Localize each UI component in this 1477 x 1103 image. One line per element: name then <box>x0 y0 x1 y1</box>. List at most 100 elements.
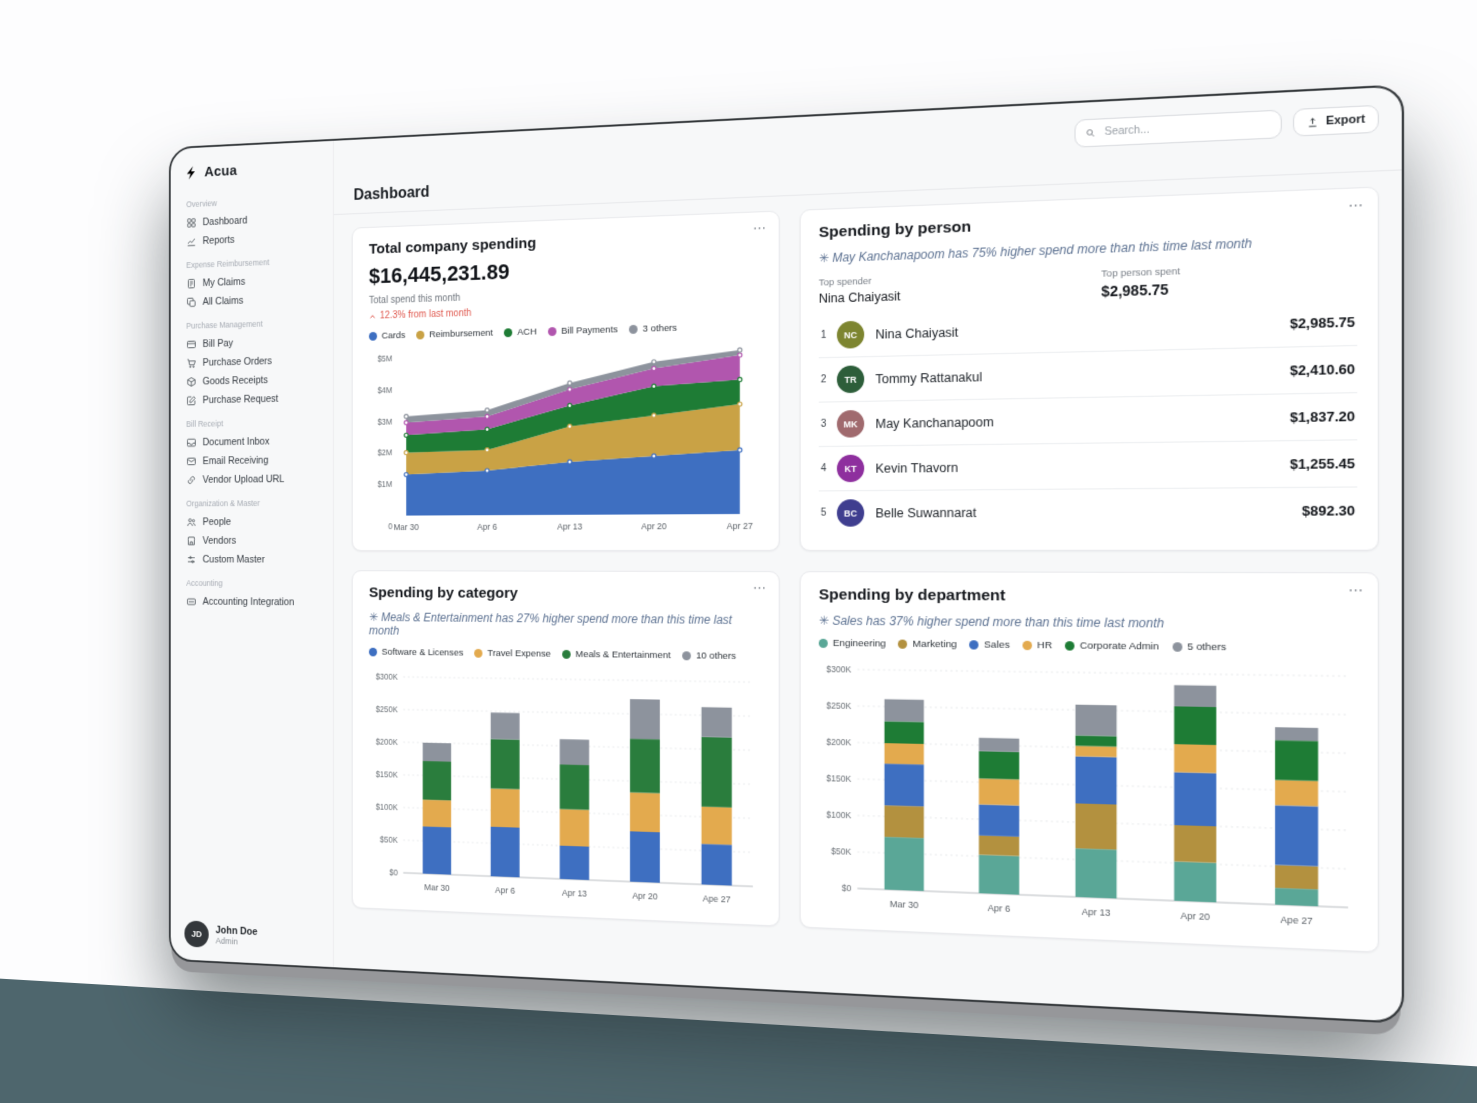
svg-text:$2M: $2M <box>377 449 392 458</box>
search-input[interactable] <box>1102 116 1271 140</box>
person-rank: 3 <box>820 418 827 430</box>
person-rank: 4 <box>820 463 827 475</box>
svg-text:Apr 13: Apr 13 <box>1082 906 1111 918</box>
avatar: JD <box>184 920 209 948</box>
app-window: Acua Overview Dashboard Reports Expense … <box>168 84 1405 1024</box>
card-spending-by-person: ⋯ Spending by person ✳ May Kanchanapoom … <box>799 186 1379 551</box>
sidebar-item-custom-master[interactable]: Custom Master <box>184 550 320 569</box>
avatar: NC <box>836 320 865 349</box>
sliders-icon <box>186 554 196 565</box>
svg-text:$1M: $1M <box>377 480 392 489</box>
svg-text:Apr 6: Apr 6 <box>477 522 497 532</box>
person-row: 3 MK May Kanchanapoom $1,837.20 <box>818 393 1358 448</box>
user-profile[interactable]: JD John Doe Admin <box>184 920 320 953</box>
svg-text:$200K: $200K <box>826 738 852 748</box>
more-menu-icon[interactable]: ⋯ <box>752 220 767 236</box>
legend-label: Engineering <box>832 637 886 650</box>
sidebar-item-purchase-request[interactable]: Purchase Request <box>184 389 320 410</box>
card-title: Spending by category <box>368 584 518 602</box>
legend-label: 5 others <box>1187 641 1227 654</box>
person-amount: $892.30 <box>1301 502 1355 519</box>
more-menu-icon[interactable]: ⋯ <box>1348 196 1365 214</box>
svg-text:$100K: $100K <box>376 803 399 813</box>
svg-text:Apr 20: Apr 20 <box>1181 910 1210 922</box>
svg-text:$50K: $50K <box>380 835 398 845</box>
svg-text:Ape 27: Ape 27 <box>1280 914 1312 926</box>
legend-label: 3 others <box>642 322 678 335</box>
svg-text:Apr 20: Apr 20 <box>641 521 667 531</box>
legend-label: 10 others <box>695 650 737 662</box>
sidebar-item-email-receiving[interactable]: Email Receiving <box>184 450 320 470</box>
svg-text:$150K: $150K <box>376 770 399 780</box>
svg-text:$5M: $5M <box>377 354 392 363</box>
top-spent-label: Top person spent <box>1101 265 1181 280</box>
svg-text:$300K: $300K <box>376 672 399 681</box>
nav-group-label: Expense Reimbursement <box>186 257 270 270</box>
search-box[interactable] <box>1074 108 1282 148</box>
svg-text:Mar 30: Mar 30 <box>394 522 420 532</box>
nav-group-label: Organization & Master <box>186 498 260 509</box>
svg-text:Apr 27: Apr 27 <box>727 521 753 532</box>
legend-item: Cards <box>368 330 406 342</box>
legend-dot <box>368 647 378 657</box>
legend-dot <box>562 649 571 659</box>
svg-text:$0: $0 <box>389 868 398 877</box>
legend-label: HR <box>1037 639 1053 652</box>
plug-icon <box>186 596 196 607</box>
legend-dot <box>1172 642 1182 652</box>
line-chart-icon <box>186 236 196 248</box>
legend-label: Travel Expense <box>487 648 551 660</box>
more-menu-icon[interactable]: ⋯ <box>752 580 767 596</box>
sidebar-item-document-inbox[interactable]: Document Inbox <box>184 431 320 452</box>
legend-label: Marketing <box>912 638 957 651</box>
person-list: 1 NC Nina Chaiyasit $2,985.75 2 TR Tommy Ratta… <box>818 298 1358 535</box>
svg-text:Apr 13: Apr 13 <box>562 887 587 898</box>
svg-text:$0: $0 <box>842 884 852 894</box>
sidebar-item-vendor-upload-url[interactable]: Vendor Upload URL <box>184 469 320 489</box>
sidebar-item-all-claims[interactable]: All Claims <box>184 289 320 312</box>
legend: Software & Licenses Travel Expense Meals &… <box>368 647 761 662</box>
svg-text:Apr 6: Apr 6 <box>495 885 515 896</box>
svg-text:Apr 13: Apr 13 <box>557 521 582 531</box>
svg-text:$200K: $200K <box>376 737 399 747</box>
svg-text:$100K: $100K <box>826 810 852 820</box>
legend-dot <box>629 324 638 334</box>
legend-dot <box>1022 640 1032 651</box>
dashboard-grid: ⋯ Total company spending $16,445,231.89 … <box>351 186 1379 953</box>
upload-icon <box>1307 116 1319 128</box>
export-button[interactable]: Export <box>1293 104 1379 137</box>
card-total-spending: ⋯ Total company spending $16,445,231.89 … <box>351 210 780 552</box>
department-bar-chart: $0 $50K $100K $150K $200K $250K $300K Mar 30 Apr… <box>826 665 1358 926</box>
legend-item: 10 others <box>682 650 736 662</box>
person-row: 4 KT Kevin Thavorn $1,255.45 <box>818 440 1358 492</box>
avatar: MK <box>836 409 865 438</box>
legend-dot <box>474 648 483 658</box>
svg-text:0: 0 <box>388 522 393 531</box>
top-spender-name: Nina Chaiyasit <box>818 289 901 306</box>
search-icon <box>1085 126 1095 138</box>
svg-text:Ape 27: Ape 27 <box>703 893 731 905</box>
inbox-icon <box>186 437 196 448</box>
insight-text: ✳ Meals & Entertainment has 27% higher s… <box>368 610 733 638</box>
sidebar-item-vendors[interactable]: Vendors <box>184 531 320 550</box>
sidebar-item-people[interactable]: People <box>184 512 320 531</box>
person-name: Belle Suwannarat <box>875 505 977 520</box>
legend-label: Cards <box>381 330 406 342</box>
avatar: KT <box>836 454 865 483</box>
svg-text:Apr 6: Apr 6 <box>988 902 1011 914</box>
legend-label: Bill Payments <box>561 324 618 337</box>
legend-dot <box>416 330 425 340</box>
legend-item: Reimbursement <box>416 328 493 341</box>
legend-dot <box>682 651 692 661</box>
users-icon <box>186 517 196 528</box>
legend-item: 5 others <box>1172 641 1226 653</box>
nav-group-label: Overview <box>186 198 217 210</box>
sidebar-item-accounting-integration[interactable]: Accounting Integration <box>184 592 320 612</box>
more-menu-icon[interactable]: ⋯ <box>1348 581 1365 598</box>
sidebar: Acua Overview Dashboard Reports Expense … <box>170 140 334 968</box>
nav-group-label: Accounting <box>186 578 223 588</box>
person-amount: $1,837.20 <box>1289 408 1355 426</box>
legend-dot <box>898 639 908 649</box>
legend-label: Corporate Admin <box>1079 640 1159 653</box>
